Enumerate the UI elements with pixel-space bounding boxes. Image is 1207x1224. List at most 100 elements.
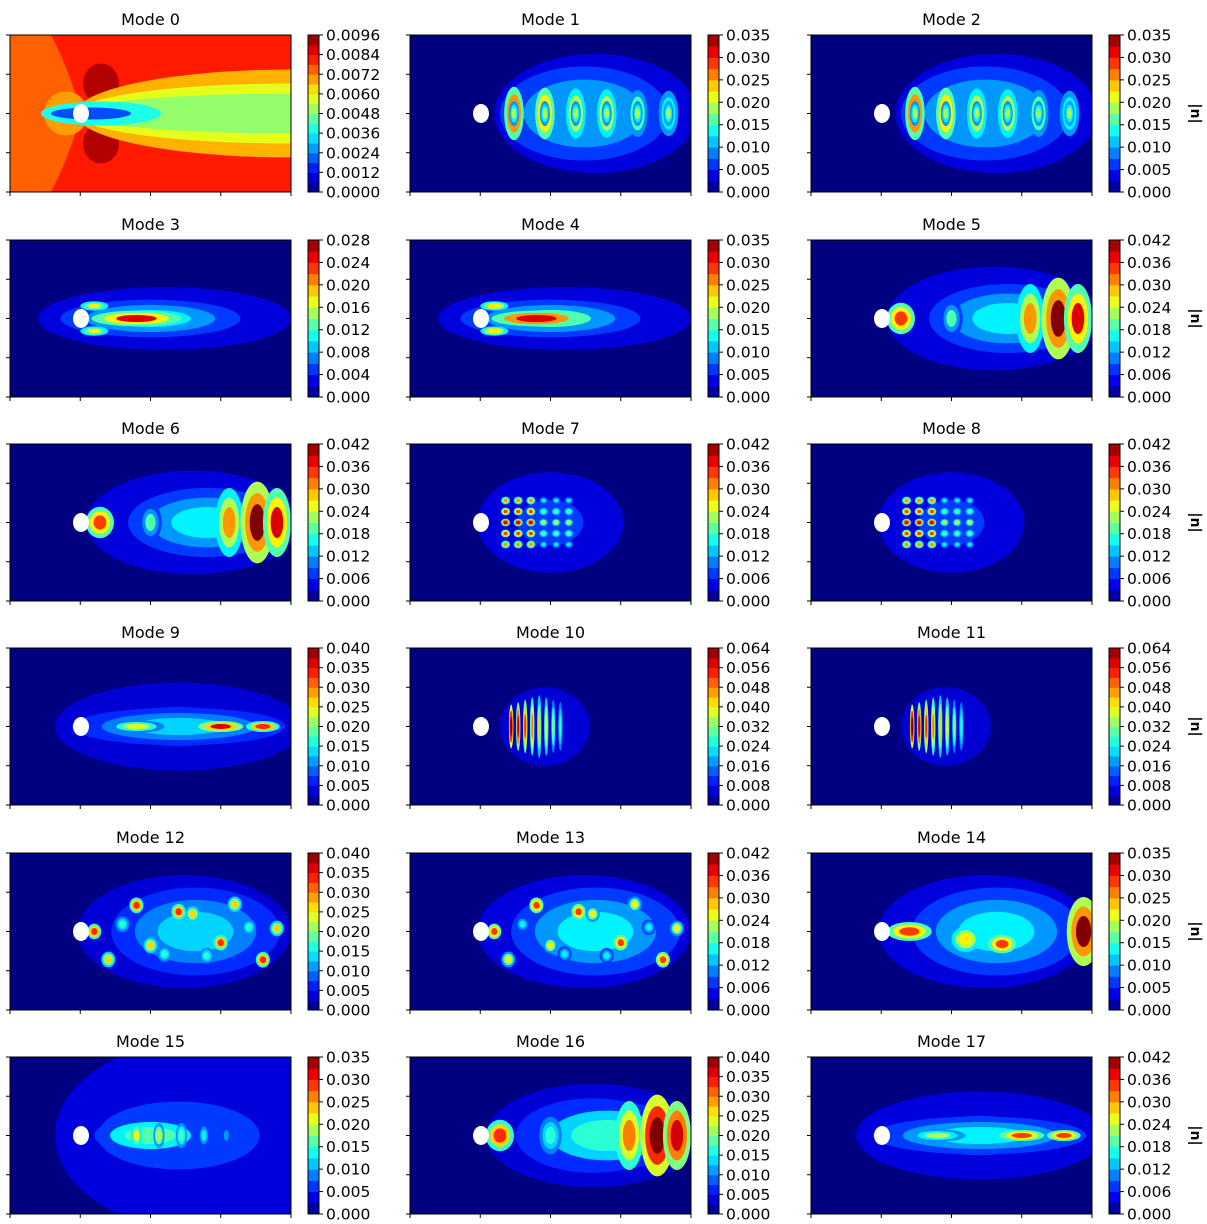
mode-field [10, 35, 291, 192]
colorbar-band [308, 1079, 319, 1092]
colorbar-band [308, 785, 319, 796]
colorbar-tick-label: 0.012 [326, 548, 370, 566]
colorbar-band [1109, 677, 1120, 688]
colorbar-tick-label: 0.0048 [326, 105, 380, 123]
colorbar-band [708, 1086, 719, 1097]
colorbar-band [1109, 1124, 1120, 1136]
colorbar-band [708, 352, 719, 364]
colorbar-band [1109, 79, 1120, 92]
colorbar-band [708, 976, 719, 989]
colorbar-tick-label: 0.024 [326, 503, 370, 521]
colorbar-band [308, 775, 319, 786]
colorbar-tick-label: 0.035 [726, 1068, 770, 1086]
colorbar-band [708, 726, 719, 737]
colorbar-tick-label: 0.030 [1127, 1093, 1171, 1111]
colorbar-band [708, 1106, 719, 1117]
cylinder-mask [874, 104, 890, 123]
colorbar-tick-label: 0.0000 [326, 184, 380, 202]
colorbar-band [308, 74, 319, 85]
colorbar-band [308, 54, 319, 65]
colorbar-band [1109, 1113, 1120, 1125]
colorbar-band [308, 152, 319, 164]
colorbar-tick-label: 0.006 [1127, 570, 1171, 588]
colorbar-frame [307, 443, 320, 602]
colorbar-tick-label: 0.000 [1127, 797, 1171, 815]
colorbar-band [308, 123, 319, 134]
colorbar-band [1109, 897, 1120, 910]
colorbar-band [1109, 976, 1120, 989]
colorbar-tick-label: 0.042 [1127, 436, 1171, 454]
colorbar-band [308, 1146, 319, 1159]
colorbar-band [1109, 909, 1120, 921]
colorbar-tick-label: 0.025 [326, 1093, 370, 1111]
colorbar-band [308, 103, 319, 114]
mode-title: Mode 6 [121, 419, 180, 438]
colorbar-band [1109, 113, 1120, 126]
mode-title: Mode 9 [121, 623, 180, 642]
cylinder-mask [73, 513, 89, 532]
colorbar-band [308, 931, 319, 942]
colorbar-frame [707, 443, 720, 602]
colorbar-band [308, 1068, 319, 1080]
cylinder-mask [73, 717, 89, 736]
colorbar-band [708, 374, 719, 387]
colorbar-band [708, 251, 719, 263]
colorbar-frame [1108, 34, 1121, 193]
cylinder-mask [874, 717, 890, 736]
colorbar-tick-label: 0.016 [726, 757, 770, 775]
colorbar-tick-label: 0.000 [726, 184, 770, 202]
colorbar-tick-label: 0.030 [726, 480, 770, 498]
colorbar-band [708, 697, 719, 708]
colorbar-band [1109, 556, 1120, 568]
colorbar-tick-label: 0.010 [326, 1161, 370, 1179]
colorbar-tick-label: 0.028 [326, 232, 370, 250]
colorbar-band [308, 340, 319, 353]
colorbar-label: |u| [1187, 103, 1203, 123]
colorbar-band [308, 960, 319, 972]
colorbar-band [1109, 1135, 1120, 1148]
colorbar-frame [307, 239, 320, 398]
colorbar-band [1109, 785, 1120, 796]
colorbar-tick-label: 0.000 [726, 1002, 770, 1020]
colorbar-tick-label: 0.012 [1127, 344, 1171, 362]
mode-panel: Mode 7 0.000 0.006 0.012 0.018 0.024 0.030 0.03… [406, 419, 770, 611]
colorbar-tick-label: 0.006 [726, 570, 770, 588]
colorbar-tick-label: 0.042 [1127, 1049, 1171, 1067]
colorbar-tick-label: 0.015 [726, 116, 770, 134]
mode-panel: Mode 100.0000.0080.0160.0240.0320.0400.0… [406, 623, 770, 815]
colorbar-tick-label: 0.020 [726, 1127, 770, 1145]
colorbar-tick-label: 0.030 [326, 480, 370, 498]
colorbar-tick-label: 0.040 [326, 640, 370, 658]
colorbar-tick-label: 0.000 [326, 1206, 370, 1224]
colorbar-tick-label: 0.040 [1127, 698, 1171, 716]
colorbar-band [1109, 1146, 1120, 1159]
mode-panel: Mode 5 0.000 0.006 0.012 0.018 0.024 0.030 0.03… [807, 215, 1203, 407]
colorbar-band [308, 251, 319, 263]
colorbar-tick-label: 0.056 [726, 659, 770, 677]
colorbar-band [1109, 240, 1120, 252]
cylinder-mask [473, 104, 489, 123]
mode-field [811, 853, 1092, 1010]
colorbar-band [308, 726, 319, 737]
colorbar-band [708, 273, 719, 286]
colorbar-band [1109, 687, 1120, 698]
colorbar-band [1109, 726, 1120, 737]
colorbar-tick-label: 0.000 [326, 593, 370, 611]
colorbar-label: |u| [1187, 716, 1203, 736]
colorbar-band [1109, 567, 1120, 580]
mode-panel: Mode 110.0000.0080.0160.0240.0320.0400.0… [807, 623, 1203, 815]
colorbar-band [708, 556, 719, 568]
colorbar-band [1109, 1057, 1120, 1069]
colorbar-tick-label: 0.036 [1127, 254, 1171, 272]
cylinder-mask [874, 1126, 890, 1145]
colorbar-tick-label: 0.010 [726, 1166, 770, 1184]
colorbar-band [308, 1124, 319, 1136]
colorbar-tick-label: 0.025 [326, 698, 370, 716]
colorbar-tick-label: 0.064 [726, 640, 770, 658]
colorbar-tick-label: 0.018 [1127, 321, 1171, 339]
colorbar-band [708, 477, 719, 490]
colorbar-band [1109, 965, 1120, 977]
colorbar-tick-label: 0.005 [1127, 161, 1171, 179]
colorbar-tick-label: 0.000 [326, 1002, 370, 1020]
colorbar-band [308, 556, 319, 568]
